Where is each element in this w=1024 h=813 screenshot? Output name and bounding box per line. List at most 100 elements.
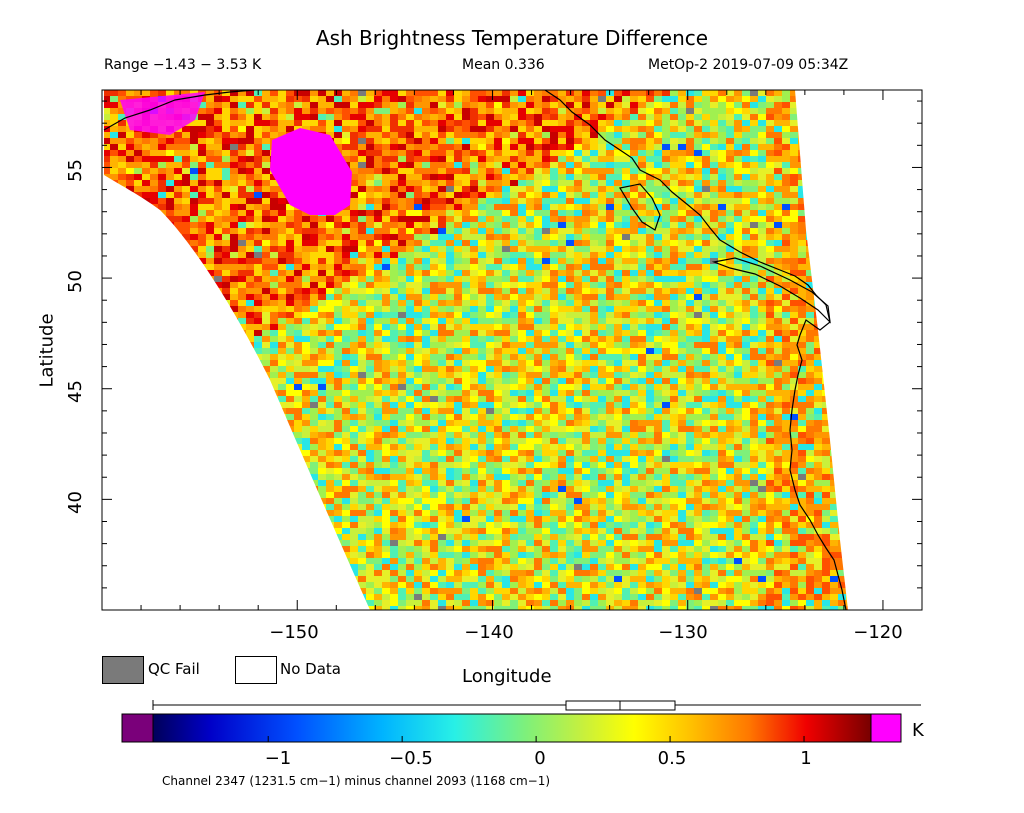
swath-pixel	[438, 276, 446, 282]
swath-pixel	[342, 114, 350, 120]
swath-pixel	[390, 396, 398, 402]
swath-pixel	[286, 288, 294, 294]
swath-pixel	[246, 300, 254, 306]
swath-pixel	[134, 342, 142, 348]
swath-pixel	[230, 348, 238, 354]
swath-pixel	[222, 174, 230, 180]
swath-pixel	[350, 324, 358, 330]
swath-pixel	[734, 246, 742, 252]
swath-pixel	[286, 348, 294, 354]
swath-pixel	[718, 204, 726, 210]
swath-pixel	[558, 222, 566, 228]
swath-pixel	[158, 288, 166, 294]
swath-pixel	[406, 402, 414, 408]
swath-pixel	[710, 162, 718, 168]
swath-pixel	[470, 102, 478, 108]
swath-pixel	[686, 222, 694, 228]
swath-pixel	[598, 348, 606, 354]
swath-pixel	[790, 276, 798, 282]
swath-pixel	[782, 396, 790, 402]
swath-pixel	[670, 162, 678, 168]
swath-pixel	[718, 126, 726, 132]
swath-pixel	[614, 348, 622, 354]
swath-pixel	[606, 102, 614, 108]
swath-pixel	[646, 228, 654, 234]
swath-pixel	[110, 144, 118, 150]
swath-pixel	[566, 300, 574, 306]
swath-pixel	[478, 198, 486, 204]
swath-pixel	[142, 150, 150, 156]
swath-pixel	[662, 258, 670, 264]
swath-pixel	[118, 384, 126, 390]
swath-pixel	[446, 366, 454, 372]
swath-pixel	[270, 288, 278, 294]
swath-pixel	[350, 144, 358, 150]
swath-pixel	[302, 336, 310, 342]
swath-pixel	[622, 150, 630, 156]
swath-pixel	[190, 150, 198, 156]
swath-pixel	[270, 270, 278, 276]
swath-pixel	[590, 312, 598, 318]
swath-pixel	[734, 342, 742, 348]
swath-pixel	[262, 186, 270, 192]
swath-pixel	[238, 192, 246, 198]
swath-pixel	[230, 330, 238, 336]
swath-pixel	[214, 288, 222, 294]
swath-pixel	[662, 354, 670, 360]
swath-pixel	[414, 306, 422, 312]
swath-pixel	[446, 96, 454, 102]
swath-pixel	[534, 174, 542, 180]
swath-pixel	[326, 246, 334, 252]
swath-pixel	[262, 150, 270, 156]
swath-pixel	[470, 198, 478, 204]
swath-pixel	[134, 390, 142, 396]
swath-pixel	[574, 96, 582, 102]
swath-pixel	[262, 210, 270, 216]
swath-pixel	[830, 102, 838, 108]
swath-pixel	[494, 174, 502, 180]
swath-pixel	[830, 246, 838, 252]
swath-pixel	[542, 342, 550, 348]
swath-pixel	[318, 102, 326, 108]
swath-pixel	[614, 120, 622, 126]
swath-pixel	[686, 126, 694, 132]
swath-pixel	[126, 378, 134, 384]
swath-pixel	[406, 234, 414, 240]
swath-pixel	[582, 246, 590, 252]
swath-pixel	[142, 342, 150, 348]
swath-pixel	[518, 102, 526, 108]
swath-pixel	[414, 276, 422, 282]
swath-pixel	[638, 288, 646, 294]
swath-pixel	[766, 192, 774, 198]
swath-pixel	[734, 162, 742, 168]
swath-pixel	[622, 324, 630, 330]
swath-pixel	[542, 372, 550, 378]
swath-pixel	[630, 372, 638, 378]
swath-pixel	[310, 222, 318, 228]
swath-pixel	[326, 306, 334, 312]
swath-pixel	[790, 210, 798, 216]
swath-pixel	[750, 192, 758, 198]
swath-pixel	[422, 132, 430, 138]
swath-pixel	[606, 360, 614, 366]
swath-pixel	[558, 372, 566, 378]
swath-pixel	[382, 186, 390, 192]
swath-pixel	[230, 114, 238, 120]
swath-pixel	[342, 102, 350, 108]
swath-pixel	[230, 222, 238, 228]
swath-pixel	[382, 114, 390, 120]
swath-pixel	[382, 396, 390, 402]
swath-pixel	[814, 150, 822, 156]
swath-pixel	[126, 330, 134, 336]
swath-pixel	[166, 264, 174, 270]
swath-pixel	[310, 120, 318, 126]
swath-pixel	[374, 102, 382, 108]
swath-pixel	[614, 390, 622, 396]
swath-pixel	[574, 336, 582, 342]
swath-pixel	[518, 264, 526, 270]
swath-pixel	[766, 228, 774, 234]
swath-pixel	[750, 330, 758, 336]
swath-pixel	[134, 240, 142, 246]
swath-pixel	[478, 372, 486, 378]
swath-pixel	[414, 270, 422, 276]
